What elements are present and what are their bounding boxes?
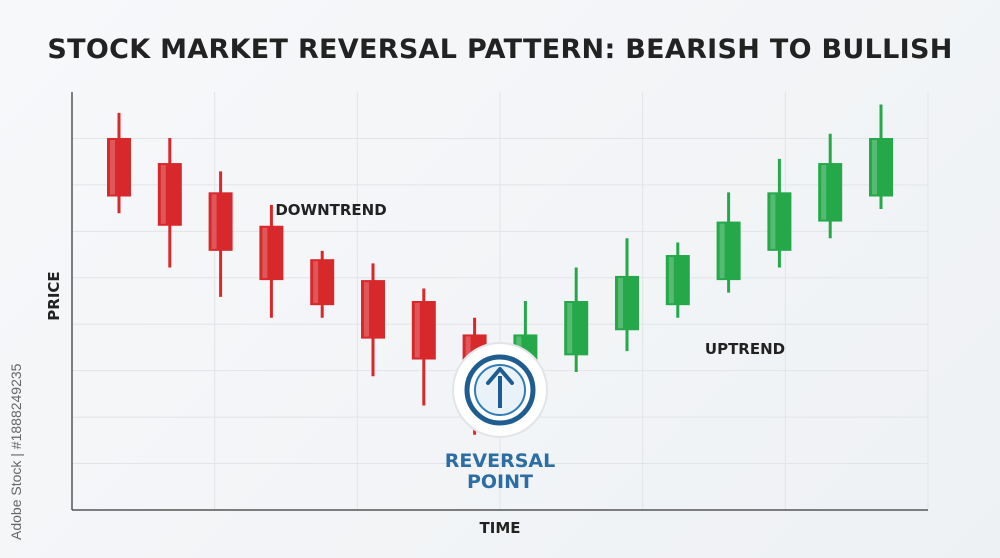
- candle-highlight: [872, 139, 877, 195]
- chart-grid: [72, 92, 929, 511]
- bullish-candle: [665, 242, 690, 318]
- candle-highlight: [364, 282, 369, 337]
- candle-highlight: [110, 139, 115, 195]
- candle-highlight: [821, 165, 827, 220]
- candle-highlight: [719, 223, 725, 279]
- candle-body: [259, 225, 284, 281]
- candle-body: [869, 137, 893, 197]
- candle-body: [361, 280, 385, 339]
- bearish-candle: [259, 204, 284, 318]
- candle-body: [818, 163, 843, 222]
- candle-highlight: [618, 277, 623, 329]
- candle-highlight: [313, 261, 319, 304]
- candle-highlight: [770, 194, 776, 249]
- candle-body: [107, 137, 131, 197]
- candle-body: [411, 301, 436, 360]
- reversal-label-line2: POINT: [467, 471, 533, 493]
- bullish-candle: [818, 133, 843, 239]
- uptrend-label: UPTREND: [705, 340, 785, 358]
- bullish-candle: [869, 104, 893, 210]
- bearish-candle: [310, 250, 335, 318]
- candle-highlight: [160, 165, 166, 224]
- x-axis-label: TIME: [480, 519, 521, 537]
- candle-body: [767, 192, 792, 251]
- chart-title: STOCK MARKET REVERSAL PATTERN: BEARISH T…: [47, 34, 953, 65]
- candle-body: [615, 275, 639, 331]
- bullish-candle: [564, 267, 589, 373]
- candle-highlight: [211, 194, 217, 249]
- bearish-candle: [157, 137, 182, 268]
- candle-body: [665, 255, 690, 306]
- candle-body: [310, 259, 335, 306]
- reversal-point-badge: [452, 342, 548, 438]
- candle-highlight: [668, 257, 674, 304]
- candle-body: [564, 301, 589, 356]
- bearish-candle: [208, 171, 233, 297]
- candle-body: [208, 192, 233, 251]
- bearish-candle: [361, 263, 385, 377]
- side-credit: Adobe Stock | #1888249235: [8, 363, 24, 540]
- bullish-candle: [767, 158, 792, 268]
- candles-group: [107, 104, 893, 435]
- downtrend-label: DOWNTREND: [275, 201, 386, 219]
- y-axis-label: PRICE: [45, 271, 63, 320]
- candle-highlight: [414, 303, 420, 358]
- candle-highlight: [567, 303, 573, 354]
- bearish-candle: [107, 112, 131, 214]
- up-arrow-circle-icon: [464, 354, 536, 426]
- candle-body: [157, 163, 182, 226]
- bearish-candle: [411, 288, 436, 406]
- bullish-candle: [716, 192, 741, 293]
- bullish-candle: [615, 238, 639, 352]
- candle-body: [716, 221, 741, 281]
- candle-highlight: [262, 227, 268, 279]
- reversal-label-line1: REVERSAL: [445, 450, 555, 472]
